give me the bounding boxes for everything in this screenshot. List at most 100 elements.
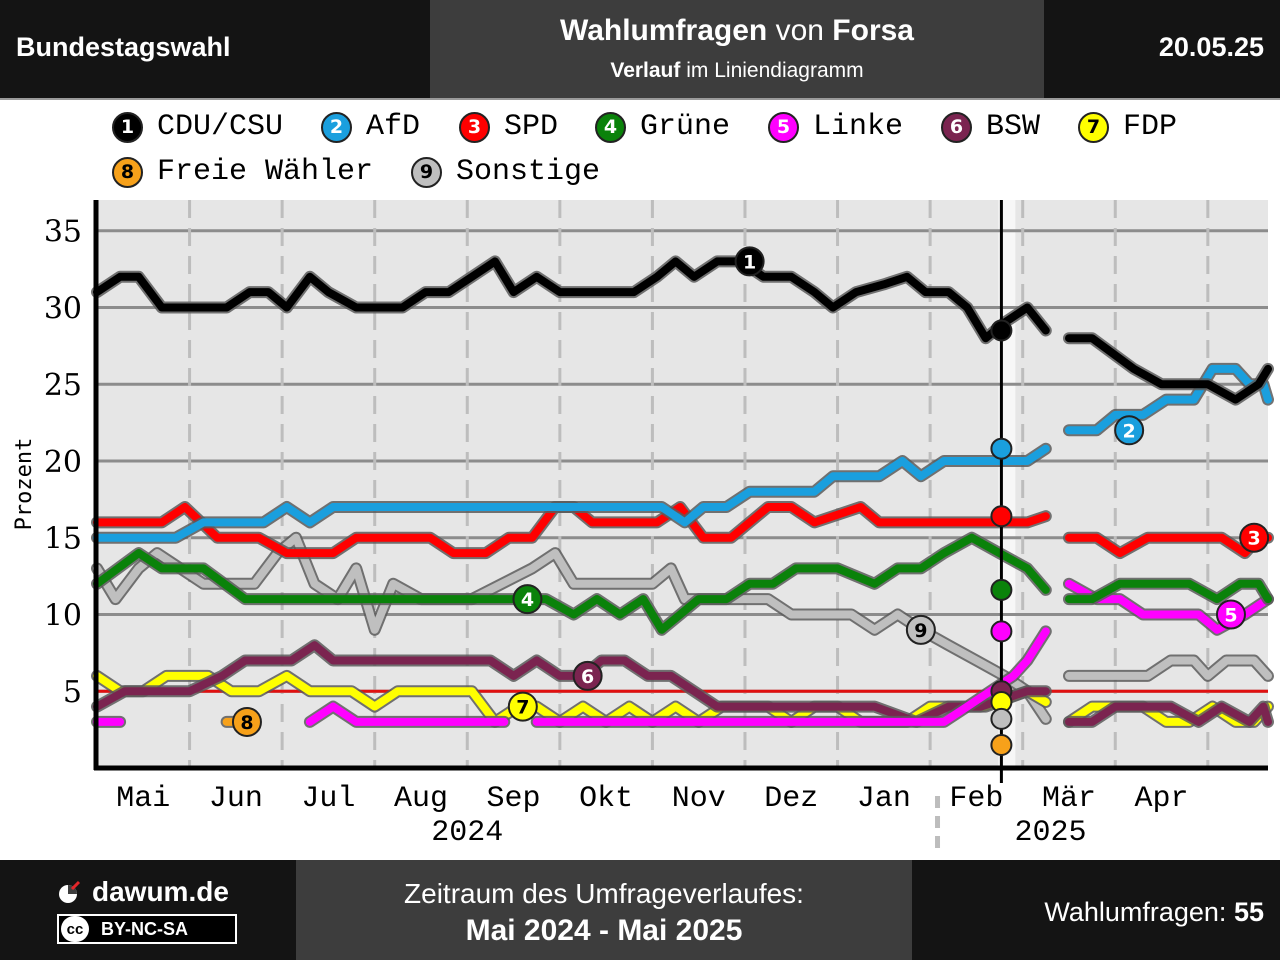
series-marker-label-fdp: 7: [516, 697, 529, 719]
legend-item-cdu-csu: 1 CDU/CSU: [112, 110, 283, 144]
series-line-bsw: [1065, 702, 1272, 726]
y-tick-label: 25: [44, 368, 82, 403]
page-subtitle: Verlauf im Liniendiagramm: [430, 59, 1044, 83]
footer-bar: dawum.de cc BY-NC-SA Zeitraum des Umfrag…: [0, 860, 1280, 960]
legend: 1 CDU/CSU 2 AfD 3 SPD 4 Grüne 5 Linke 6 …: [0, 100, 1280, 200]
series-marker-linke: [1215, 599, 1246, 630]
series-marker-afd: [1114, 415, 1145, 446]
legend-label: BSW: [986, 110, 1041, 144]
series-marker-label-cdu-csu: 1: [743, 251, 756, 273]
series-marker-freie-w-hler: [231, 706, 262, 737]
election-result-linke: [990, 620, 1013, 643]
x-tick-label: Dez: [764, 782, 818, 816]
series-marker-gr-ne: [512, 584, 543, 615]
election-result-spd: [990, 505, 1013, 528]
subtitle-part-2: im Liniendiagramm: [686, 59, 864, 82]
legend-marker-6: 6: [941, 111, 972, 143]
x-tick-label: Mai: [116, 782, 170, 816]
series-marker-label-freie-w-hler: 8: [240, 712, 253, 734]
poll-date: 20.05.25: [1158, 32, 1264, 62]
header-divider: [0, 98, 1280, 100]
series-marker-label-sonstige: 9: [914, 620, 927, 642]
series-marker-fdp: [507, 691, 538, 722]
title-part-1: Wahlumfragen: [560, 14, 768, 47]
poll-count-value: 55: [1233, 897, 1264, 927]
election-result-afd: [990, 437, 1013, 460]
period-value: Mai 2024 - Mai 2025: [465, 914, 743, 947]
y-axis-title: Prozent: [12, 438, 37, 531]
series-marker-spd: [1239, 522, 1270, 553]
license-badge[interactable]: cc BY-NC-SA: [57, 914, 237, 944]
legend-marker-2: 2: [321, 111, 352, 143]
x-tick-label: Jan: [857, 782, 911, 816]
election-result-gr-ne: [990, 578, 1013, 601]
legend-label: Sonstige: [456, 155, 601, 189]
legend-label: Grüne: [640, 110, 731, 144]
legend-marker-8: 8: [112, 156, 143, 188]
series-marker-sonstige: [905, 614, 936, 645]
title-part-2: von: [775, 14, 824, 47]
year-label: 2025: [1014, 816, 1086, 850]
page-title: Wahlumfragen von Forsa: [430, 14, 1044, 48]
dawum-logo-icon: [59, 880, 81, 903]
creative-commons-icon: cc: [61, 916, 89, 942]
legend-marker-3: 3: [459, 111, 490, 143]
election-result-cdu-csu: [990, 319, 1013, 342]
series-marker-label-bsw: 6: [581, 666, 594, 688]
legend-marker-9: 9: [411, 156, 442, 188]
legend-item-linke: 5 Linke: [768, 110, 903, 144]
title-part-3: Forsa: [832, 14, 914, 47]
legend-item-fdp: 7 FDP: [1078, 110, 1177, 144]
y-tick-label: 5: [63, 675, 82, 710]
y-tick-label: 15: [44, 522, 82, 557]
series-line-cdu-csu: [93, 257, 1050, 343]
legend-label: FDP: [1123, 110, 1178, 144]
year-label: 2024: [431, 816, 503, 850]
legend-label: Freie Wähler: [157, 155, 374, 189]
series-line-gr-ne: [93, 533, 1050, 634]
license-text: BY-NC-SA: [101, 918, 189, 939]
legend-label: SPD: [504, 110, 559, 144]
legend-marker-1: 1: [112, 111, 143, 143]
series-marker-label-afd: 2: [1123, 420, 1136, 442]
series-marker-bsw: [572, 660, 603, 691]
legend-item-gruene: 4 Grüne: [595, 110, 730, 144]
x-tick-label: Feb: [949, 782, 1003, 816]
legend-item-freie-waehler: 8 Freie Wähler: [112, 155, 373, 189]
series-marker-cdu-csu: [734, 246, 765, 277]
series-line-gr-ne: [1065, 579, 1272, 604]
x-tick-label: Mär: [1042, 782, 1096, 816]
legend-label: AfD: [366, 110, 421, 144]
series-line-fdp: [93, 671, 1050, 726]
brand-name: dawum.de: [92, 876, 229, 907]
y-tick-label: 30: [44, 291, 82, 326]
footer-center-panel: [296, 860, 912, 960]
poll-count-label: Wahlumfragen:: [1044, 897, 1227, 927]
series-line-linke: [93, 627, 1050, 726]
x-tick-label: Jul: [301, 782, 355, 816]
series-marker-label-gr-ne: 4: [521, 589, 534, 611]
legend-item-bsw: 6 BSW: [941, 110, 1040, 144]
y-tick-label: 35: [44, 215, 82, 250]
legend-marker-5: 5: [768, 111, 799, 143]
series-line-afd: [93, 444, 1050, 542]
legend-marker-7: 7: [1078, 111, 1109, 143]
subtitle-part-1: Verlauf: [610, 59, 681, 82]
legend-marker-4: 4: [595, 111, 626, 143]
legend-item-spd: 3 SPD: [459, 110, 558, 144]
series-marker-label-spd: 3: [1247, 528, 1260, 550]
legend-item-sonstige: 9 Sonstige: [411, 155, 600, 189]
header-center-panel: [430, 0, 1044, 98]
x-tick-label: Sep: [487, 782, 541, 816]
legend-label: CDU/CSU: [157, 110, 284, 144]
y-tick-label: 10: [44, 598, 82, 633]
election-result-freie-w-hler: [990, 733, 1013, 756]
legend-label: Linke: [813, 110, 904, 144]
brand[interactable]: dawum.de: [58, 876, 229, 908]
period-label: Zeitraum des Umfrageverlaufes:: [404, 878, 804, 909]
series-line-cdu-csu: [1065, 334, 1272, 404]
x-tick-label: Okt: [579, 782, 633, 816]
series-line-sonstige: [1065, 656, 1272, 680]
series-marker-label-linke: 5: [1224, 604, 1237, 626]
